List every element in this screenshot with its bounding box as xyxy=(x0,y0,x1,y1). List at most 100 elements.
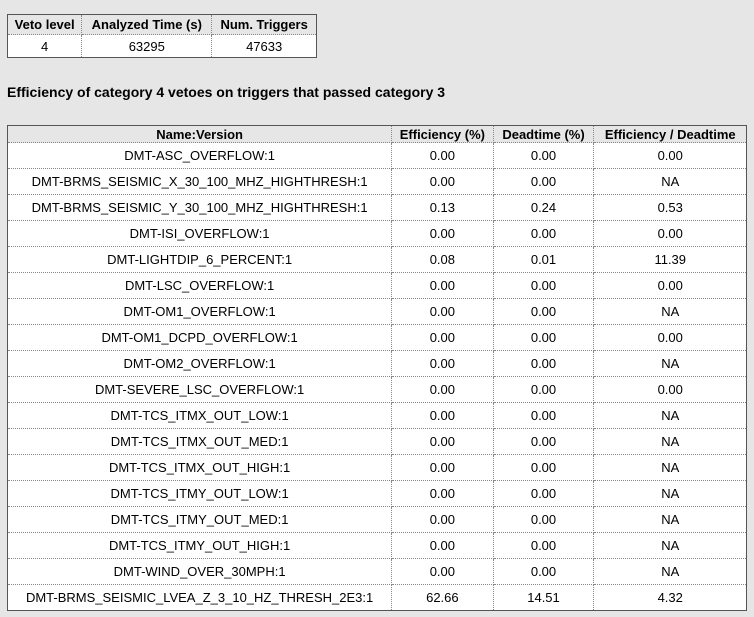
cell-deadtime: 0.00 xyxy=(493,324,595,351)
cell-name-version: DMT-TCS_ITMX_OUT_MED:1 xyxy=(7,428,393,455)
summary-header-row: Veto level Analyzed Time (s) Num. Trigge… xyxy=(7,14,317,35)
cell-efficiency-over-deadtime: NA xyxy=(593,532,747,559)
cell-efficiency: 0.00 xyxy=(391,298,494,325)
table-row: DMT-BRMS_SEISMIC_X_30_100_MHZ_HIGHTHRESH… xyxy=(7,168,747,195)
cell-efficiency: 0.00 xyxy=(391,324,494,351)
cell-deadtime: 14.51 xyxy=(493,584,595,611)
header-deadtime: Deadtime (%) xyxy=(493,125,595,143)
table-row: DMT-OM2_OVERFLOW:1 0.00 0.00 NA xyxy=(7,350,747,377)
cell-deadtime: 0.00 xyxy=(493,506,595,533)
cell-name-version: DMT-TCS_ITMY_OUT_HIGH:1 xyxy=(7,532,393,559)
header-efficiency: Efficiency (%) xyxy=(391,125,494,143)
table-row: DMT-TCS_ITMX_OUT_MED:1 0.00 0.00 NA xyxy=(7,428,747,455)
cell-efficiency-over-deadtime: NA xyxy=(593,168,747,195)
table-row: DMT-LIGHTDIP_6_PERCENT:1 0.08 0.01 11.39 xyxy=(7,246,747,273)
cell-efficiency-over-deadtime: 0.53 xyxy=(593,194,747,221)
cell-efficiency-over-deadtime: 0.00 xyxy=(593,272,747,299)
cell-name-version: DMT-BRMS_SEISMIC_Y_30_100_MHZ_HIGHTHRESH… xyxy=(7,194,393,221)
table-row: DMT-BRMS_SEISMIC_LVEA_Z_3_10_HZ_THRESH_2… xyxy=(7,584,747,611)
cell-name-version: DMT-LIGHTDIP_6_PERCENT:1 xyxy=(7,246,393,273)
cell-efficiency-over-deadtime: NA xyxy=(593,506,747,533)
table-row: DMT-TCS_ITMY_OUT_LOW:1 0.00 0.00 NA xyxy=(7,480,747,507)
cell-efficiency-over-deadtime: NA xyxy=(593,558,747,585)
cell-name-version: DMT-SEVERE_LSC_OVERFLOW:1 xyxy=(7,376,393,403)
cell-deadtime: 0.00 xyxy=(493,272,595,299)
table-row: DMT-OM1_OVERFLOW:1 0.00 0.00 NA xyxy=(7,298,747,325)
summary-veto-level-value: 4 xyxy=(7,34,83,58)
cell-deadtime: 0.00 xyxy=(493,402,595,429)
cell-efficiency: 0.00 xyxy=(391,558,494,585)
cell-efficiency-over-deadtime: NA xyxy=(593,428,747,455)
cell-efficiency-over-deadtime: NA xyxy=(593,402,747,429)
cell-deadtime: 0.00 xyxy=(493,168,595,195)
cell-efficiency: 0.08 xyxy=(391,246,494,273)
cell-efficiency: 0.13 xyxy=(391,194,494,221)
cell-deadtime: 0.00 xyxy=(493,376,595,403)
cell-name-version: DMT-BRMS_SEISMIC_X_30_100_MHZ_HIGHTHRESH… xyxy=(7,168,393,195)
cell-efficiency-over-deadtime: 0.00 xyxy=(593,220,747,247)
cell-name-version: DMT-WIND_OVER_30MPH:1 xyxy=(7,558,393,585)
table-row: DMT-TCS_ITMY_OUT_MED:1 0.00 0.00 NA xyxy=(7,506,747,533)
table-row: DMT-SEVERE_LSC_OVERFLOW:1 0.00 0.00 0.00 xyxy=(7,376,747,403)
cell-name-version: DMT-OM2_OVERFLOW:1 xyxy=(7,350,393,377)
cell-efficiency-over-deadtime: 4.32 xyxy=(593,584,747,611)
cell-name-version: DMT-TCS_ITMX_OUT_HIGH:1 xyxy=(7,454,393,481)
cell-deadtime: 0.00 xyxy=(493,428,595,455)
cell-efficiency: 0.00 xyxy=(391,480,494,507)
cell-efficiency: 0.00 xyxy=(391,168,494,195)
table-row: DMT-WIND_OVER_30MPH:1 0.00 0.00 NA xyxy=(7,558,747,585)
table-row: DMT-ISI_OVERFLOW:1 0.00 0.00 0.00 xyxy=(7,220,747,247)
veto-table-body: DMT-ASC_OVERFLOW:1 0.00 0.00 0.00 DMT-BRMS_S… xyxy=(7,142,747,611)
cell-name-version: DMT-LSC_OVERFLOW:1 xyxy=(7,272,393,299)
table-row: DMT-ASC_OVERFLOW:1 0.00 0.00 0.00 xyxy=(7,142,747,169)
table-row: DMT-BRMS_SEISMIC_Y_30_100_MHZ_HIGHTHRESH… xyxy=(7,194,747,221)
cell-deadtime: 0.00 xyxy=(493,454,595,481)
summary-header-num-triggers: Num. Triggers xyxy=(211,14,317,35)
summary-table: Veto level Analyzed Time (s) Num. Trigge… xyxy=(7,14,317,58)
cell-deadtime: 0.00 xyxy=(493,298,595,325)
cell-efficiency: 0.00 xyxy=(391,350,494,377)
cell-efficiency: 62.66 xyxy=(391,584,494,611)
cell-efficiency-over-deadtime: NA xyxy=(593,480,747,507)
cell-efficiency: 0.00 xyxy=(391,402,494,429)
cell-name-version: DMT-ISI_OVERFLOW:1 xyxy=(7,220,393,247)
veto-efficiency-table: Name:Version Efficiency (%) Deadtime (%)… xyxy=(7,125,747,611)
section-heading: Efficiency of category 4 vetoes on trigg… xyxy=(7,84,446,100)
cell-efficiency: 0.00 xyxy=(391,272,494,299)
summary-header-analyzed-time: Analyzed Time (s) xyxy=(81,14,213,35)
cell-deadtime: 0.01 xyxy=(493,246,595,273)
summary-num-triggers-value: 47633 xyxy=(211,34,317,58)
cell-efficiency: 0.00 xyxy=(391,142,494,169)
cell-name-version: DMT-BRMS_SEISMIC_LVEA_Z_3_10_HZ_THRESH_2… xyxy=(7,584,393,611)
cell-efficiency: 0.00 xyxy=(391,454,494,481)
cell-efficiency: 0.00 xyxy=(391,532,494,559)
cell-deadtime: 0.00 xyxy=(493,220,595,247)
header-name-version: Name:Version xyxy=(7,125,393,143)
cell-deadtime: 0.00 xyxy=(493,532,595,559)
cell-name-version: DMT-TCS_ITMX_OUT_LOW:1 xyxy=(7,402,393,429)
summary-header-veto-level: Veto level xyxy=(7,14,83,35)
table-row: DMT-LSC_OVERFLOW:1 0.00 0.00 0.00 xyxy=(7,272,747,299)
cell-name-version: DMT-OM1_DCPD_OVERFLOW:1 xyxy=(7,324,393,351)
table-row: DMT-TCS_ITMY_OUT_HIGH:1 0.00 0.00 NA xyxy=(7,532,747,559)
cell-name-version: DMT-OM1_OVERFLOW:1 xyxy=(7,298,393,325)
cell-efficiency-over-deadtime: NA xyxy=(593,298,747,325)
table-row: DMT-OM1_DCPD_OVERFLOW:1 0.00 0.00 0.00 xyxy=(7,324,747,351)
cell-efficiency: 0.00 xyxy=(391,428,494,455)
cell-name-version: DMT-TCS_ITMY_OUT_MED:1 xyxy=(7,506,393,533)
cell-deadtime: 0.24 xyxy=(493,194,595,221)
summary-row: 4 63295 47633 xyxy=(7,34,317,58)
cell-efficiency: 0.00 xyxy=(391,376,494,403)
summary-analyzed-time-value: 63295 xyxy=(81,34,213,58)
cell-efficiency: 0.00 xyxy=(391,220,494,247)
cell-deadtime: 0.00 xyxy=(493,558,595,585)
table-row: DMT-TCS_ITMX_OUT_LOW:1 0.00 0.00 NA xyxy=(7,402,747,429)
table-row: DMT-TCS_ITMX_OUT_HIGH:1 0.00 0.00 NA xyxy=(7,454,747,481)
cell-deadtime: 0.00 xyxy=(493,350,595,377)
cell-deadtime: 0.00 xyxy=(493,142,595,169)
cell-efficiency-over-deadtime: 0.00 xyxy=(593,324,747,351)
cell-efficiency: 0.00 xyxy=(391,506,494,533)
cell-name-version: DMT-ASC_OVERFLOW:1 xyxy=(7,142,393,169)
cell-efficiency-over-deadtime: 11.39 xyxy=(593,246,747,273)
cell-efficiency-over-deadtime: NA xyxy=(593,454,747,481)
